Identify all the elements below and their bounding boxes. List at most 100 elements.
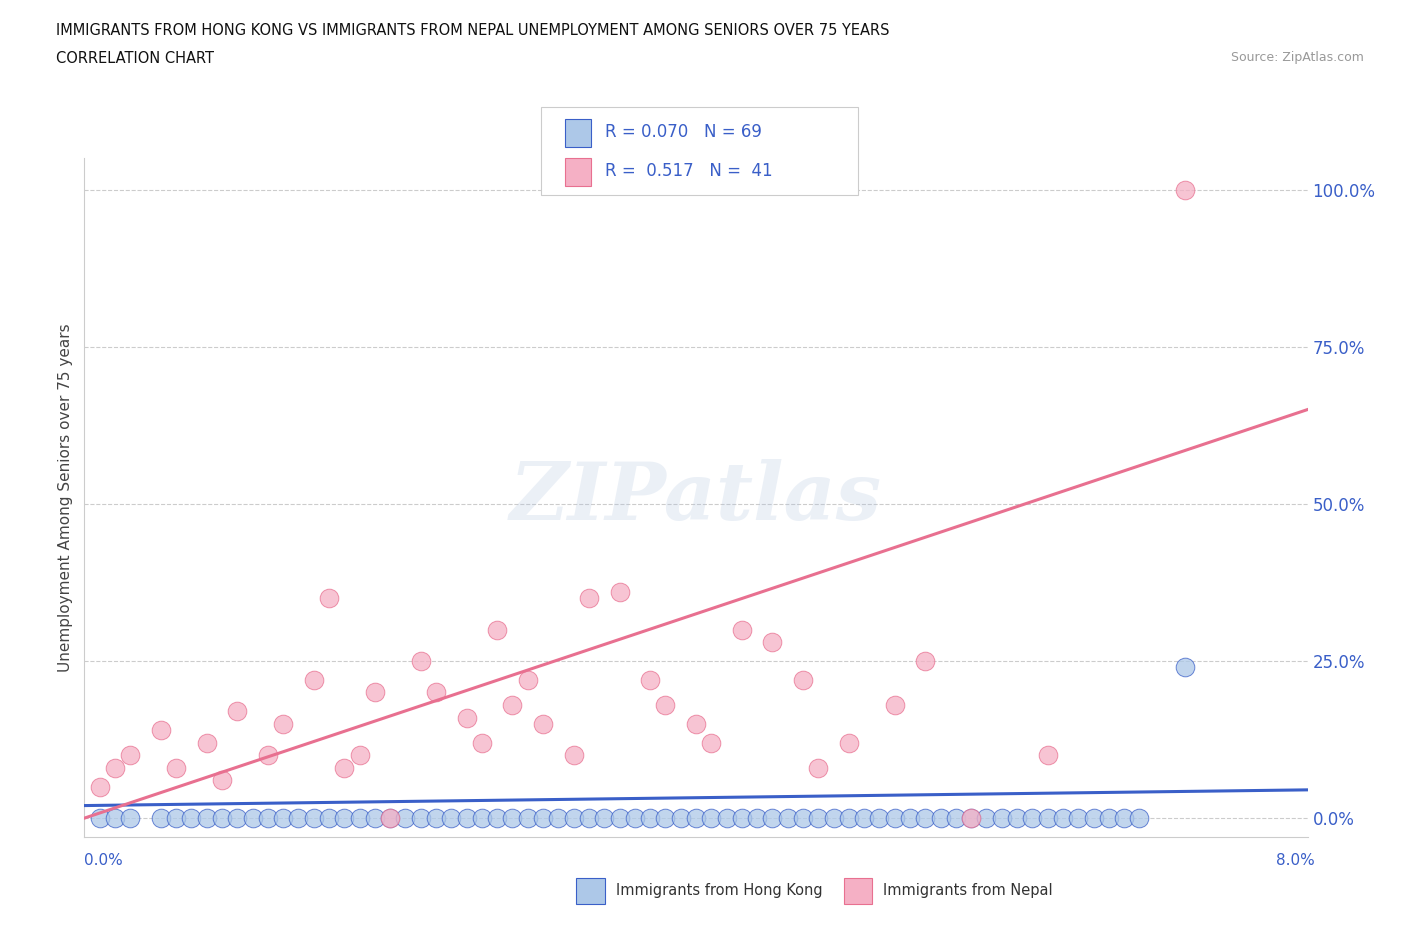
Point bbox=[318, 591, 340, 605]
Point bbox=[380, 811, 402, 826]
Point bbox=[700, 811, 723, 826]
Point bbox=[654, 811, 676, 826]
Point bbox=[364, 685, 387, 700]
Point bbox=[302, 811, 325, 826]
Text: Source: ZipAtlas.com: Source: ZipAtlas.com bbox=[1230, 51, 1364, 64]
Y-axis label: Unemployment Among Seniors over 75 years: Unemployment Among Seniors over 75 years bbox=[58, 324, 73, 671]
Point bbox=[945, 811, 967, 826]
Text: IMMIGRANTS FROM HONG KONG VS IMMIGRANTS FROM NEPAL UNEMPLOYMENT AMONG SENIORS OV: IMMIGRANTS FROM HONG KONG VS IMMIGRANTS … bbox=[56, 23, 890, 38]
Point bbox=[456, 711, 478, 725]
Text: ZIPatlas: ZIPatlas bbox=[510, 458, 882, 537]
Point bbox=[761, 634, 783, 649]
Point bbox=[578, 591, 600, 605]
Point bbox=[120, 748, 142, 763]
Point bbox=[990, 811, 1012, 826]
Point bbox=[685, 811, 707, 826]
Point bbox=[165, 761, 187, 776]
Point bbox=[349, 748, 371, 763]
Point bbox=[869, 811, 891, 826]
Text: R =  0.517   N =  41: R = 0.517 N = 41 bbox=[605, 162, 772, 180]
Point bbox=[1067, 811, 1090, 826]
Point bbox=[776, 811, 799, 826]
Point bbox=[1021, 811, 1043, 826]
Point bbox=[149, 723, 172, 737]
Text: 0.0%: 0.0% bbox=[84, 853, 124, 868]
Point bbox=[914, 654, 936, 669]
Point bbox=[195, 736, 218, 751]
Point bbox=[516, 811, 538, 826]
Point bbox=[838, 736, 860, 751]
Point bbox=[1083, 811, 1105, 826]
Point bbox=[792, 811, 814, 826]
Point bbox=[960, 811, 983, 826]
Point bbox=[654, 698, 676, 712]
Point bbox=[1114, 811, 1136, 826]
Point bbox=[609, 811, 631, 826]
Point bbox=[89, 811, 111, 826]
Point bbox=[1174, 182, 1197, 197]
Point bbox=[257, 811, 280, 826]
Point bbox=[226, 811, 249, 826]
Point bbox=[1036, 748, 1059, 763]
Point bbox=[409, 654, 432, 669]
Point bbox=[440, 811, 463, 826]
Point bbox=[516, 672, 538, 687]
Point bbox=[593, 811, 616, 826]
Point bbox=[501, 698, 523, 712]
Point bbox=[838, 811, 860, 826]
Point bbox=[257, 748, 280, 763]
Point bbox=[745, 811, 768, 826]
Point bbox=[638, 672, 661, 687]
Point bbox=[165, 811, 187, 826]
Point bbox=[1174, 660, 1197, 675]
Point bbox=[807, 811, 830, 826]
Point bbox=[761, 811, 783, 826]
Text: Immigrants from Nepal: Immigrants from Nepal bbox=[883, 883, 1053, 897]
Point bbox=[669, 811, 692, 826]
Point bbox=[716, 811, 738, 826]
Point bbox=[1052, 811, 1074, 826]
Point bbox=[486, 622, 509, 637]
Point bbox=[104, 761, 127, 776]
Point bbox=[914, 811, 936, 826]
Point bbox=[211, 773, 233, 788]
Point bbox=[211, 811, 233, 826]
Point bbox=[731, 622, 754, 637]
Point bbox=[685, 716, 707, 731]
Point bbox=[349, 811, 371, 826]
Point bbox=[394, 811, 416, 826]
Point bbox=[409, 811, 432, 826]
Point bbox=[287, 811, 309, 826]
Point bbox=[1128, 811, 1150, 826]
Point bbox=[195, 811, 218, 826]
Point bbox=[89, 779, 111, 794]
Point bbox=[609, 584, 631, 599]
Point bbox=[531, 811, 554, 826]
Point bbox=[318, 811, 340, 826]
Point bbox=[380, 811, 402, 826]
Point bbox=[425, 685, 447, 700]
Point bbox=[792, 672, 814, 687]
Text: R = 0.070   N = 69: R = 0.070 N = 69 bbox=[605, 123, 762, 141]
Point bbox=[271, 716, 294, 731]
Point bbox=[1036, 811, 1059, 826]
Point bbox=[302, 672, 325, 687]
Point bbox=[578, 811, 600, 826]
Point bbox=[486, 811, 509, 826]
Point bbox=[562, 748, 585, 763]
Point bbox=[149, 811, 172, 826]
Text: Immigrants from Hong Kong: Immigrants from Hong Kong bbox=[616, 883, 823, 897]
Point bbox=[180, 811, 202, 826]
Point bbox=[120, 811, 142, 826]
Point bbox=[562, 811, 585, 826]
Point bbox=[929, 811, 952, 826]
Point bbox=[853, 811, 876, 826]
Text: CORRELATION CHART: CORRELATION CHART bbox=[56, 51, 214, 66]
Point bbox=[333, 811, 356, 826]
Point bbox=[242, 811, 264, 826]
Point bbox=[807, 761, 830, 776]
Point bbox=[823, 811, 845, 826]
Point bbox=[531, 716, 554, 731]
Point bbox=[333, 761, 356, 776]
Point bbox=[471, 736, 494, 751]
